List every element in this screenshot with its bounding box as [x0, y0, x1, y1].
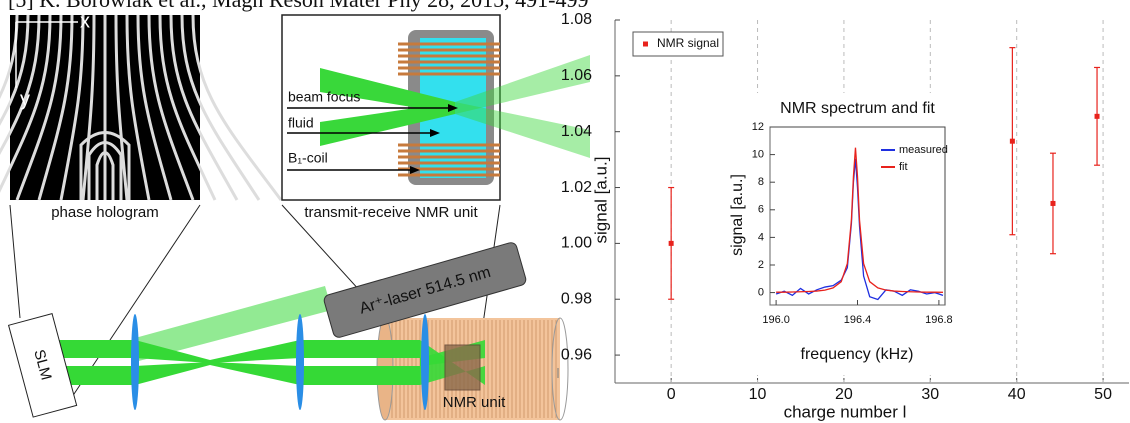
y-tick-label: 0.96	[561, 346, 592, 363]
lens	[131, 314, 139, 410]
x-tick-label: 196.4	[844, 314, 872, 326]
y-tick-label: 1.02	[561, 179, 592, 196]
x-tick-label: 196.0	[762, 314, 790, 326]
caption: phase hologram	[51, 204, 159, 221]
axis-label: x	[80, 10, 90, 32]
legend-marker	[643, 42, 648, 47]
y-tick-label: 1.08	[561, 11, 592, 28]
label: beam focus	[288, 89, 360, 105]
nmr-box: beam focus fluid B₁-coil	[282, 15, 590, 200]
hologram: x y	[0, 10, 281, 200]
legend-label: measured	[899, 144, 948, 156]
slm: SLM	[9, 314, 77, 417]
y-tick-label: 0.98	[561, 290, 592, 307]
beam	[55, 340, 420, 363]
x-tick-label: 0	[667, 386, 676, 403]
lens	[296, 314, 304, 410]
chart-title: NMR spectrum and fit	[780, 100, 935, 117]
sample	[445, 345, 480, 390]
x-axis-label: charge number l	[784, 402, 907, 421]
axis-label: y	[20, 88, 30, 110]
y-tick-label: 0	[758, 286, 764, 298]
y-tick-label: 1.04	[561, 123, 592, 140]
y-axis-label: signal [a.u.]	[591, 157, 610, 244]
data-point	[1010, 139, 1015, 144]
inset-bg	[715, 93, 955, 375]
label: B₁-coil	[288, 150, 328, 166]
setup: Ar⁺-laser 514.5 nm SLM NMR unit	[9, 241, 568, 420]
y-tick-label: 12	[752, 121, 764, 133]
lens	[421, 314, 429, 410]
x-tick-label: 50	[1094, 386, 1112, 403]
y-tick-label: 2	[758, 259, 764, 271]
data-point	[1050, 201, 1055, 206]
y-tick-label: 1.00	[561, 235, 592, 252]
citation: [5] K. Borowiak et al., Magn Reson Mater…	[8, 0, 588, 12]
y-tick-label: 6	[758, 204, 764, 216]
caption: transmit-receive NMR unit	[304, 204, 478, 221]
connector	[10, 205, 20, 318]
y-tick-label: 10	[752, 149, 764, 161]
legend-label: fit	[899, 161, 908, 173]
label: fluid	[288, 115, 314, 131]
label: NMR unit	[443, 394, 506, 411]
beam	[55, 362, 420, 385]
y-tick-label: 8	[758, 176, 764, 188]
y-tick-label: 4	[758, 231, 764, 243]
data-point	[669, 241, 674, 246]
x-tick-label: 20	[835, 386, 853, 403]
x-tick-label: 196.8	[925, 314, 953, 326]
page: {"header": {"citation": "[5] K. Borowiak…	[0, 0, 1130, 423]
fringe	[193, 15, 281, 200]
y-axis-label: signal [a.u.]	[729, 174, 746, 256]
figure: [5] K. Borowiak et al., Magn Reson Mater…	[0, 0, 1130, 423]
x-tick-label: 30	[921, 386, 939, 403]
x-axis-label: frequency (kHz)	[801, 346, 914, 363]
legend-label: NMR signal	[657, 36, 719, 50]
y-tick-label: 1.06	[561, 67, 592, 84]
x-tick-label: 40	[1008, 386, 1026, 403]
data-point	[1095, 114, 1100, 119]
x-tick-label: 10	[749, 386, 767, 403]
